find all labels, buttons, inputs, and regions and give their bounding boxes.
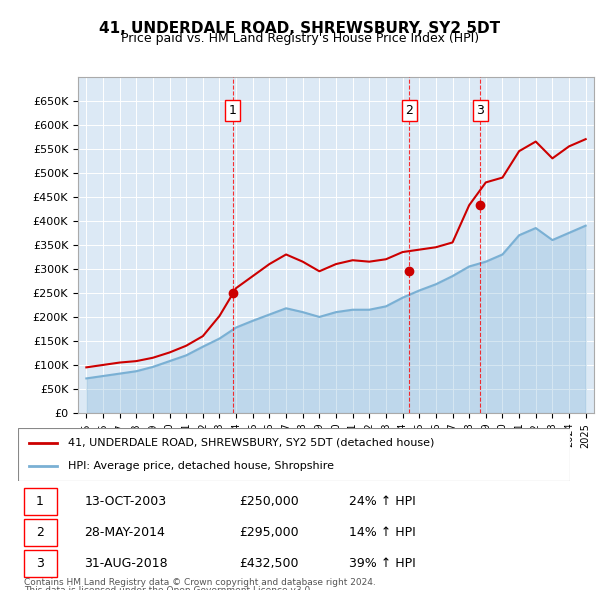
Text: This data is licensed under the Open Government Licence v3.0.: This data is licensed under the Open Gov…: [24, 586, 313, 590]
Text: 13-OCT-2003: 13-OCT-2003: [84, 495, 166, 508]
Text: Contains HM Land Registry data © Crown copyright and database right 2024.: Contains HM Land Registry data © Crown c…: [24, 578, 376, 587]
FancyBboxPatch shape: [23, 488, 56, 515]
Text: £250,000: £250,000: [239, 495, 299, 508]
Text: £432,500: £432,500: [239, 557, 298, 570]
FancyBboxPatch shape: [23, 519, 56, 546]
Text: 3: 3: [36, 557, 44, 570]
Text: 28-MAY-2014: 28-MAY-2014: [84, 526, 165, 539]
Text: 24% ↑ HPI: 24% ↑ HPI: [349, 495, 416, 508]
FancyBboxPatch shape: [18, 428, 570, 481]
FancyBboxPatch shape: [23, 550, 56, 577]
Text: 14% ↑ HPI: 14% ↑ HPI: [349, 526, 416, 539]
Text: 2: 2: [406, 104, 413, 117]
Text: 41, UNDERDALE ROAD, SHREWSBURY, SY2 5DT: 41, UNDERDALE ROAD, SHREWSBURY, SY2 5DT: [100, 21, 500, 35]
Text: 39% ↑ HPI: 39% ↑ HPI: [349, 557, 416, 570]
Text: 3: 3: [476, 104, 484, 117]
Text: 2: 2: [36, 526, 44, 539]
Text: 1: 1: [36, 495, 44, 508]
Text: 1: 1: [229, 104, 236, 117]
Text: Price paid vs. HM Land Registry's House Price Index (HPI): Price paid vs. HM Land Registry's House …: [121, 32, 479, 45]
Text: £295,000: £295,000: [239, 526, 298, 539]
Text: 41, UNDERDALE ROAD, SHREWSBURY, SY2 5DT (detached house): 41, UNDERDALE ROAD, SHREWSBURY, SY2 5DT …: [68, 438, 434, 448]
Text: HPI: Average price, detached house, Shropshire: HPI: Average price, detached house, Shro…: [68, 461, 334, 471]
Text: 31-AUG-2018: 31-AUG-2018: [84, 557, 168, 570]
